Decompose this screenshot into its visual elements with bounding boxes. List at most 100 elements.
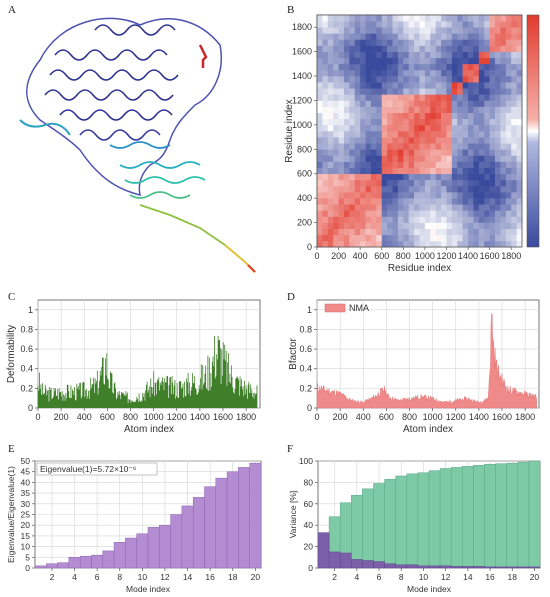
heatmap-cell [419,39,426,46]
heatmap-cell [489,137,496,144]
heatmap-cell [408,234,415,242]
heatmap-cell [495,173,501,181]
heatmap-cell [435,167,442,175]
heatmap-cell [403,234,410,242]
heatmap-cell [376,51,383,59]
heatmap-cell [457,57,463,65]
annotation-text: Eigenvalue(1)=5.72×10⁻⁶ [40,464,136,474]
heatmap-cell [370,228,377,236]
heatmap-cell [451,216,458,223]
heatmap-cell [451,118,458,126]
heatmap-cell [349,21,356,28]
heatmap-cell [317,173,323,181]
heatmap-cell [370,161,377,168]
heatmap-cell [408,167,415,175]
x-tick-label: 1600 [480,251,500,261]
heatmap-cell [484,124,490,132]
heatmap-cell [495,234,501,242]
heatmap-cell [333,63,339,71]
heatmap-cell [430,76,436,83]
heatmap-cell [516,179,523,187]
heatmap-cell [419,63,426,71]
heatmap-cell [473,51,480,59]
heatmap-cell [451,149,458,156]
heatmap-cell [317,57,323,65]
heatmap-cell [441,216,447,223]
heatmap-cell [387,137,393,144]
heatmap-cell [484,179,490,187]
heatmap-cell [446,88,453,95]
heatmap-cell [370,131,377,138]
heatmap-cell [333,33,339,40]
bfactor-area [316,312,537,409]
heatmap-cell [446,222,453,229]
heatmap-cell [419,76,426,83]
heatmap-cell [446,204,453,211]
heatmap-cell [408,94,415,101]
cumulative-variance-bar [517,461,530,569]
heatmap-cell [441,149,447,156]
heatmap-cell [381,228,388,236]
heatmap-cell [360,185,366,193]
heatmap-cell [516,94,523,101]
heatmap-cell [376,167,383,175]
heatmap-cell [343,173,350,181]
heatmap-cell [446,173,453,181]
heatmap-cell [451,15,458,22]
x-tick-label: 18 [228,572,238,582]
heatmap-cell [424,21,431,28]
heatmap-cell [381,88,388,95]
heatmap-cell [338,63,345,71]
heatmap-cell [446,112,453,120]
heatmap-cell [446,131,453,138]
heatmap-cell [370,204,377,211]
heatmap-cell [468,27,474,34]
heatmap-cell [408,149,415,156]
heatmap-cell [424,33,431,40]
heatmap-cell [478,173,485,181]
heatmap-cell [317,131,323,138]
heatmap-cell [354,33,361,40]
heatmap-cell [468,106,474,113]
heatmap-cell [338,21,345,28]
heatmap-cell [500,106,507,113]
heatmap-cell [430,45,436,52]
heatmap-cell [349,15,356,22]
heatmap-cell [468,15,474,22]
heatmap-cell [354,106,361,113]
heatmap-cell [322,161,329,168]
heatmap-cell [322,57,329,65]
x-tick-label: 600 [374,251,389,261]
heatmap-cell [441,167,447,175]
heatmap-cell [430,167,436,175]
heatmap-cell [457,27,463,34]
y-tick-label: 600 [297,169,312,179]
heatmap-cell [495,88,501,95]
heatmap-cell [435,155,442,162]
heatmap-cell [419,167,426,175]
heatmap-cell [441,106,447,113]
x-tick-label: 2 [332,572,337,582]
x-tick-label: 1000 [144,412,164,422]
heatmap-cell [349,88,356,95]
heatmap-cell [343,88,350,95]
y-tick-label: 1000 [292,120,312,130]
heatmap-cell [484,94,490,101]
heatmap-cell [376,100,383,107]
heatmap-cell [354,185,361,193]
heatmap-cell [478,112,485,120]
heatmap-cell [370,118,377,126]
heatmap-cell [424,63,431,71]
heatmap-cell [397,131,404,138]
heatmap-cell [365,124,372,132]
heatmap-cell [451,210,458,217]
heatmap-cell [424,76,431,83]
heatmap-cell [338,69,345,77]
heatmap-cell [511,100,517,107]
heatmap-cell [322,69,329,77]
heatmap-cell [446,124,453,132]
heatmap-cell [317,179,323,187]
heatmap-cell [468,198,474,205]
heatmap-cell [484,82,490,89]
heatmap-cell [376,94,383,101]
